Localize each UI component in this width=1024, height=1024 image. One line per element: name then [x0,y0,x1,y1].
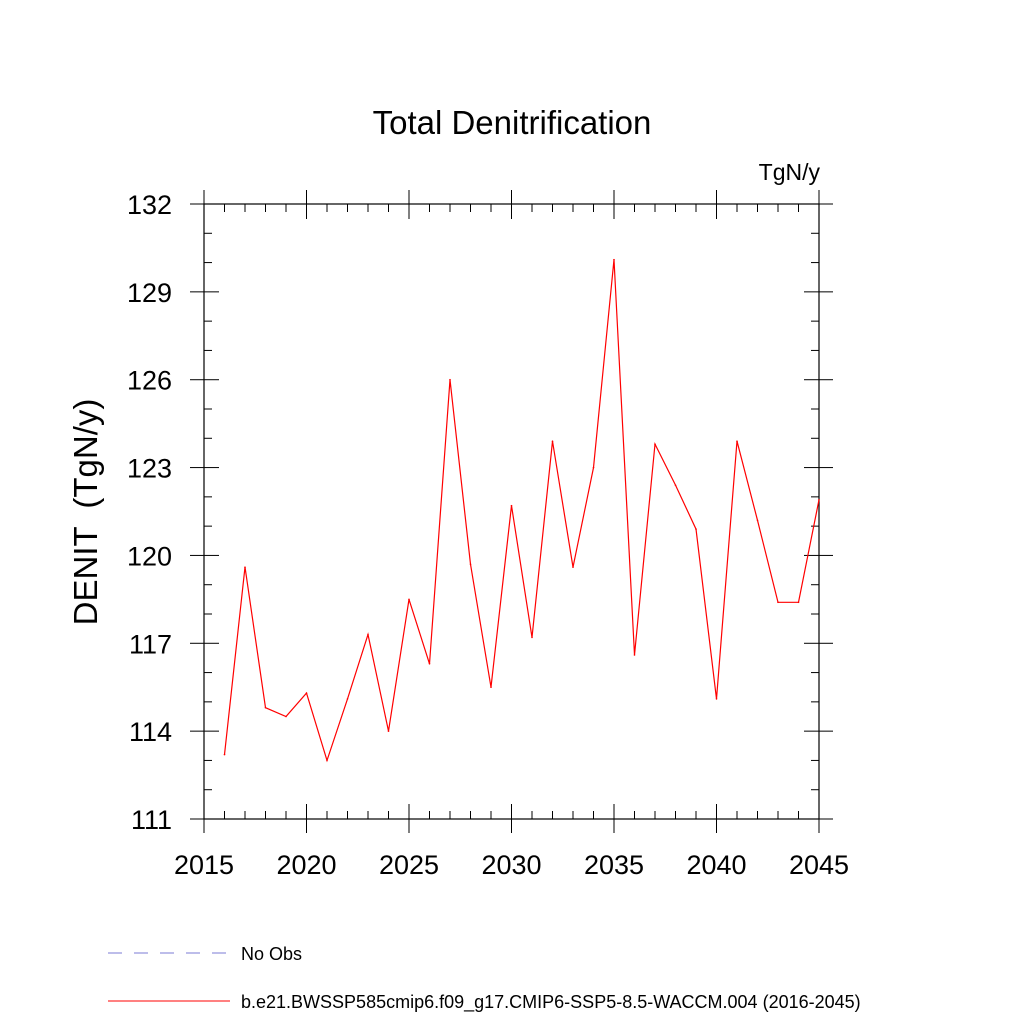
x-tick-label: 2030 [481,850,541,880]
data-point [818,498,820,501]
data-point [695,528,697,530]
series-line [223,259,820,763]
data-point [449,378,451,381]
data-point [223,753,226,756]
data-point [326,759,328,762]
y-tick-label: 132 [127,190,172,220]
data-point [736,440,738,443]
data-point [490,686,492,689]
data-point [387,730,390,732]
data-point [469,563,472,566]
data-point [244,566,246,568]
data-point [572,566,574,568]
axis-ticks [190,190,833,833]
series-layer [223,258,820,763]
tick-labels: 2015 2020 2025 2030 2035 2040 2045 111 114 117 120… [127,190,849,880]
data-point [654,443,656,445]
y-tick-label: 114 [129,717,172,747]
x-tick-label: 2015 [174,850,234,880]
data-point [777,601,779,604]
y-tick-label: 117 [129,629,172,659]
x-tick-label: 2035 [584,850,644,880]
y-tick-label: 111 [131,805,172,835]
x-tick-label: 2025 [379,850,439,880]
data-point [346,698,349,700]
y-tick-label: 120 [127,541,172,571]
data-point [613,258,615,261]
data-point [551,440,554,443]
data-point [531,636,533,639]
y-axis-label: DENIT (TgN/y) [67,399,104,626]
x-tick-label: 2040 [686,850,746,880]
legend-label: b.e21.BWSSP585cmip6.f09_g17.CMIP6-SSP5-8… [241,992,861,1013]
legend: No Obs b.e21.BWSSP585cmip6.f09_g17.CMIP6-… [108,944,861,1013]
chart-title: Total Denitrification [373,104,652,141]
data-point [592,466,595,469]
data-point [428,662,431,665]
units-label: TgN/y [759,159,821,185]
data-point [285,715,287,718]
y-tick-label: 126 [127,366,172,396]
y-tick-label: 129 [127,278,172,308]
legend-label: No Obs [241,944,302,964]
data-point [367,633,369,636]
plot-frame [203,203,820,820]
data-point [305,692,308,694]
data-point [633,654,636,656]
data-point [408,598,410,601]
x-tick-label: 2045 [789,850,849,880]
data-point [756,519,759,522]
x-tick-label: 2020 [276,850,336,880]
data-point [674,484,677,486]
data-point [264,706,267,709]
data-point [510,504,513,507]
data-point [715,698,718,700]
y-tick-label: 123 [127,454,172,484]
data-point [797,601,800,604]
